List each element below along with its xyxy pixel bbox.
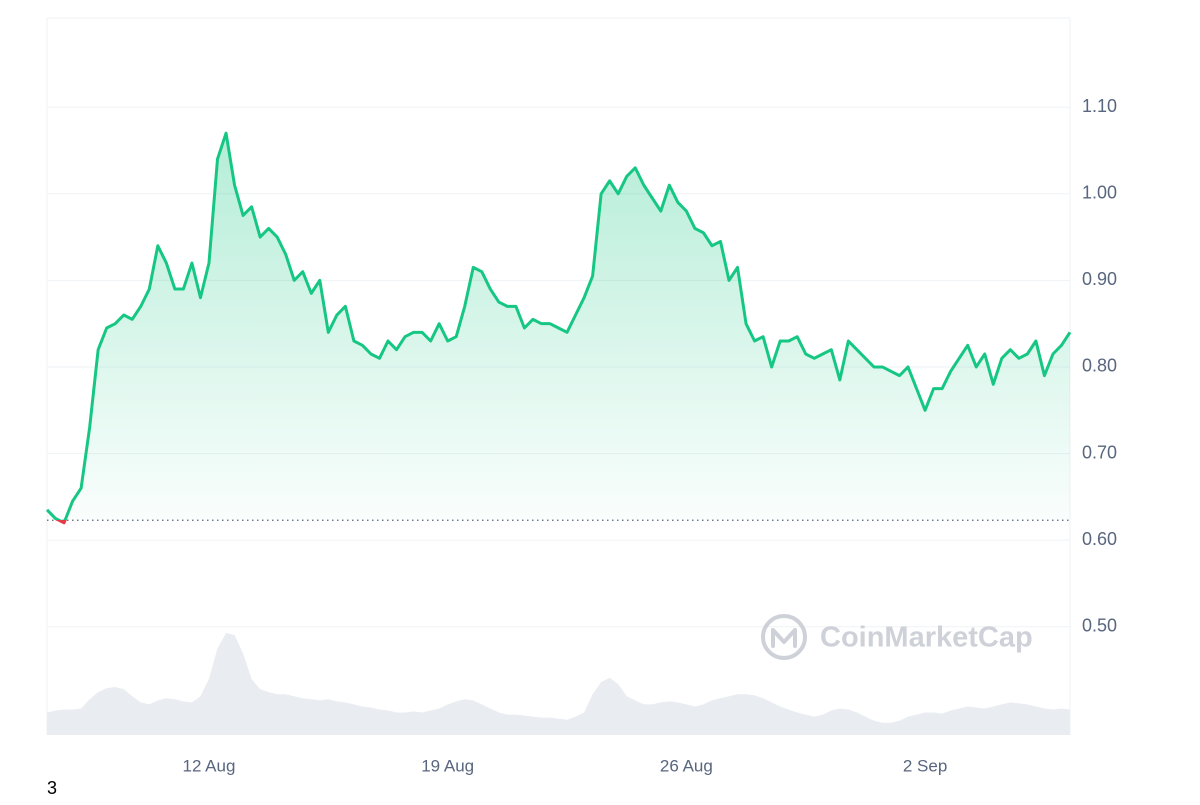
x-tick-label: 12 Aug (182, 756, 235, 775)
price-area (47, 133, 1070, 523)
price-line (45, 131, 1072, 525)
y-tick-label: 0.60 (1082, 529, 1117, 549)
y-tick-label: 0.70 (1082, 442, 1117, 462)
x-tick-label: 2 Sep (903, 756, 947, 775)
y-tick-label: 0.50 (1082, 616, 1117, 636)
y-tick-label: 1.10 (1082, 96, 1117, 116)
x-tick-label: 19 Aug (421, 756, 474, 775)
y-tick-label: 0.80 (1082, 356, 1117, 376)
watermark-text: CoinMarketCap (820, 622, 1033, 654)
x-tick-label: 26 Aug (660, 756, 713, 775)
watermark-logo-mark (771, 628, 797, 648)
footnote: 3 (47, 778, 57, 798)
watermark: CoinMarketCap (761, 614, 1033, 660)
volume-area (47, 633, 1070, 735)
y-tick-label: 0.90 (1082, 269, 1117, 289)
y-tick-label: 1.00 (1082, 183, 1117, 203)
watermark-logo (761, 614, 807, 660)
